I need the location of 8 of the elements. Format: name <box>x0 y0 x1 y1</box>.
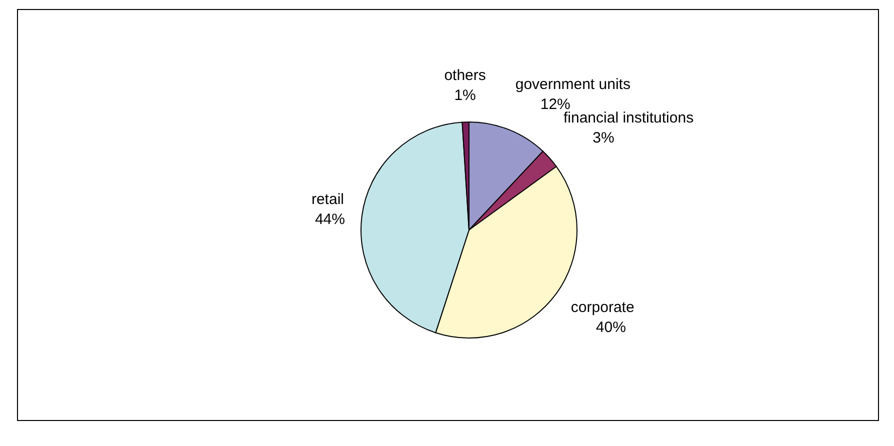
slice-label: others <box>444 67 486 84</box>
data-label: 44% <box>314 211 346 228</box>
slice-label: government units <box>515 76 630 93</box>
slice-label: corporate <box>570 299 634 316</box>
data-label: 3% <box>592 130 614 147</box>
slice-label: retail <box>311 191 344 208</box>
data-label: 40% <box>596 319 626 336</box>
data-label: 1% <box>454 87 476 104</box>
